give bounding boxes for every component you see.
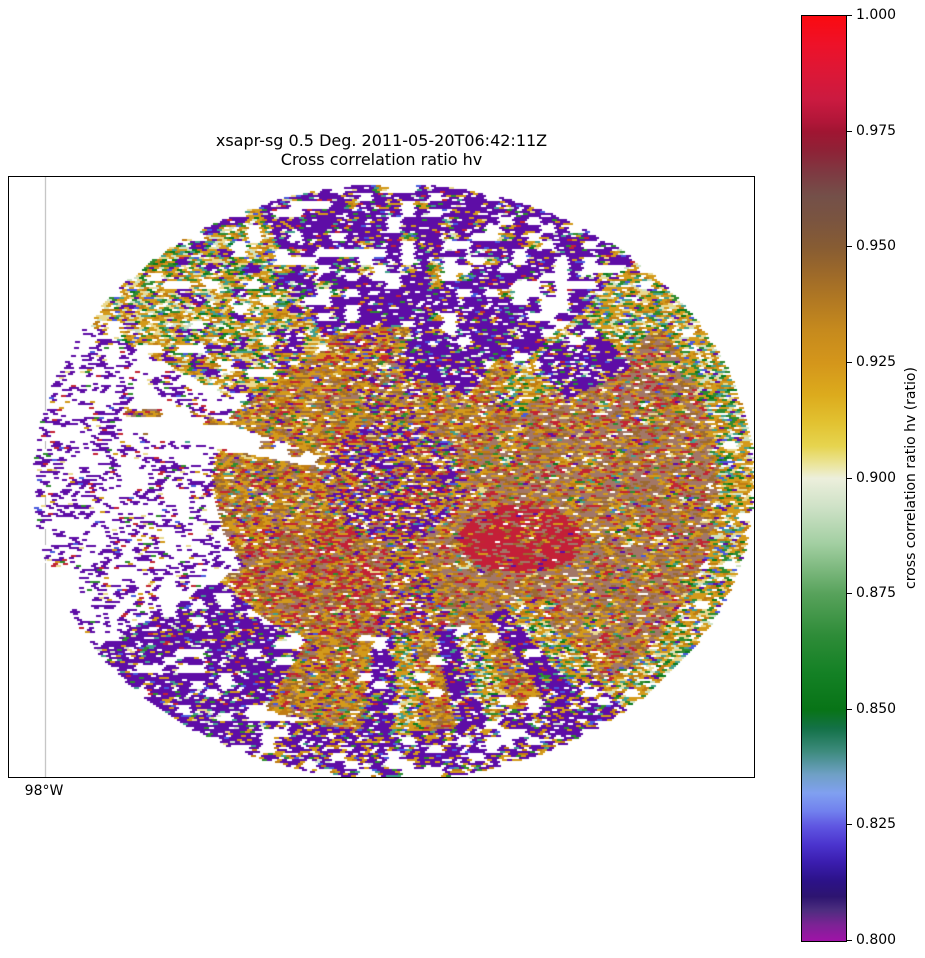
colorbar-axis-label: cross correlation ratio hv (ratio) bbox=[903, 367, 919, 589]
colorbar-tick-label: 0.975 bbox=[856, 122, 897, 139]
colorbar-tick-label: 0.800 bbox=[856, 932, 897, 948]
colorbar-tick-label: 0.875 bbox=[856, 585, 897, 602]
ppi-plot-area bbox=[8, 176, 755, 778]
colorbar-tick-mark bbox=[847, 593, 852, 595]
x-tick-label-98w: 98°W bbox=[24, 783, 64, 799]
title-line-1: xsapr-sg 0.5 Deg. 2011-05-20T06:42:11Z bbox=[215, 131, 548, 150]
colorbar-tick-label: 0.900 bbox=[856, 469, 897, 486]
chart-title: xsapr-sg 0.5 Deg. 2011-05-20T06:42:11Z C… bbox=[8, 131, 755, 169]
colorbar-tick-mark bbox=[847, 708, 852, 710]
colorbar-tick-mark bbox=[847, 361, 852, 363]
colorbar-tick-label: 0.850 bbox=[856, 700, 897, 717]
colorbar-tick-mark bbox=[847, 130, 852, 132]
colorbar-tick-mark bbox=[847, 477, 852, 479]
colorbar-tick-mark bbox=[847, 940, 852, 941]
colorbar-tick-mark bbox=[847, 824, 852, 826]
colorbar-tick-label: 0.825 bbox=[856, 816, 897, 833]
colorbar-tick-label: 0.925 bbox=[856, 353, 897, 370]
ppi-canvas bbox=[9, 177, 754, 777]
title-line-2: Cross correlation ratio hv bbox=[280, 150, 483, 169]
colorbar-gradient bbox=[801, 15, 847, 942]
colorbar-tick-mark bbox=[847, 246, 852, 248]
colorbar-tick-mark bbox=[847, 15, 852, 16]
colorbar-tick-label: 1.000 bbox=[856, 7, 897, 23]
colorbar-tick-label: 0.950 bbox=[856, 238, 897, 255]
